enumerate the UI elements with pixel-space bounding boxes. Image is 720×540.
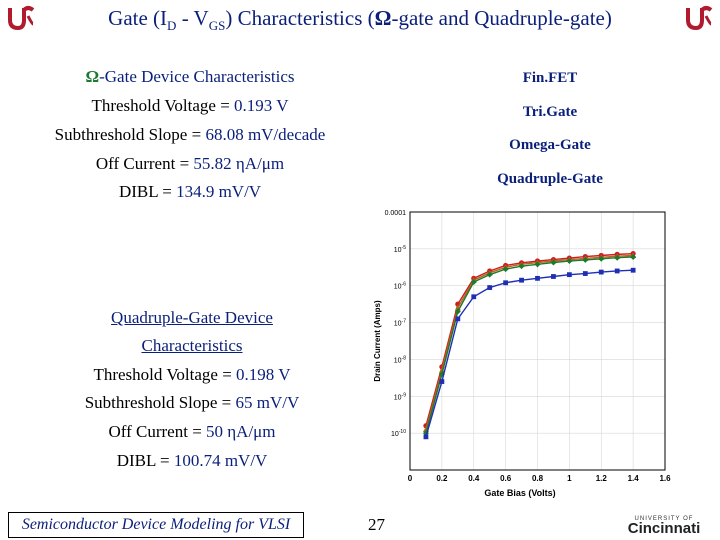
series-line-3	[425, 269, 634, 438]
omega-gate-heading: Ω-Gate Device Characteristics	[85, 67, 295, 86]
omega-dibl: DIBL = 134.9 mV/V	[118, 182, 262, 201]
x-tick-label: 0	[408, 474, 413, 483]
data-point-series-3	[439, 379, 445, 384]
data-point-series-3	[519, 277, 524, 283]
y-tick-label: 10-7	[394, 319, 406, 328]
series-line-1	[425, 254, 634, 430]
data-point-series-2	[598, 255, 605, 262]
x-tick-label: 1	[567, 474, 572, 483]
legend-finfet: Fin.FET	[522, 70, 578, 86]
y-tick-label: 10-9	[394, 392, 406, 401]
university-of-cincinnati-logo: UNIVERSITY OF Cincinnati	[627, 516, 701, 537]
data-point-series-3	[503, 280, 509, 286]
x-tick-label: 0.8	[532, 474, 544, 483]
legend-quadruple-gate: Quadruple-Gate	[497, 171, 603, 187]
x-axis-label: Gate Bias (Volts)	[484, 488, 555, 498]
university-logo-right	[684, 2, 714, 32]
x-tick-label: 1.2	[596, 474, 608, 483]
data-point-series-2	[502, 266, 509, 273]
legend-trigate: Tri.Gate	[522, 104, 578, 120]
y-tick-label: 10-10	[391, 429, 406, 438]
data-point-series-2	[454, 308, 461, 315]
x-tick-label: 1.4	[628, 474, 640, 483]
y-tick-label: 10-5	[394, 245, 406, 254]
page-number: 27	[368, 515, 385, 534]
data-point-series-3	[566, 272, 572, 278]
data-point-series-3	[487, 285, 493, 290]
data-point-series-2	[486, 271, 493, 278]
university-logo-left	[6, 2, 36, 32]
data-point-series-2	[614, 254, 621, 261]
data-point-series-2	[534, 261, 541, 268]
omega-off-current: Off Current = 55.82 ηA/μm	[95, 154, 285, 173]
data-point-series-2	[470, 279, 477, 286]
data-point-series-3	[614, 268, 620, 274]
chart-series	[422, 251, 637, 440]
y-tick-label: 10-8	[394, 355, 406, 364]
x-tick-labels: 0 0.2 0.4 0.6 0.8 1 1.2 1.4 1.6	[408, 474, 671, 483]
page-title: Gate (ID - VGS) Characteristics (Ω-gate …	[108, 6, 612, 34]
quad-gate-heading-line2: Characteristics	[141, 336, 243, 355]
course-title-box: Semiconductor Device Modeling for VLSI	[8, 512, 304, 538]
data-point-series-3	[551, 274, 556, 279]
series-line-0	[425, 252, 634, 426]
data-point-series-1	[438, 367, 445, 373]
series-line-2	[425, 256, 634, 434]
data-point-series-2	[550, 259, 557, 266]
data-point-series-2	[630, 253, 637, 260]
data-point-series-2	[438, 371, 445, 378]
x-tick-label: 1.6	[659, 474, 671, 483]
omega-threshold-voltage: Threshold Voltage = 0.193 V	[91, 96, 289, 115]
x-tick-label: 0.6	[500, 474, 512, 483]
data-point-series-2	[566, 258, 573, 265]
plot-frame	[409, 211, 666, 471]
data-point-series-3	[455, 316, 461, 322]
data-point-series-3	[423, 434, 429, 440]
data-point-series-3	[598, 269, 604, 275]
y-axis-label: Drain Current (Amps)	[373, 300, 382, 382]
legend-omega-gate: Omega-Gate	[509, 137, 591, 153]
data-point-series-3	[582, 271, 588, 276]
quad-gate-heading-line1: Quadruple-Gate Device	[111, 308, 273, 327]
quad-threshold-voltage: Threshold Voltage = 0.198 V	[93, 365, 291, 384]
data-point-series-2	[582, 256, 589, 263]
data-point-series-3	[471, 294, 477, 300]
x-tick-label: 0.4	[468, 474, 480, 483]
data-point-series-2	[518, 263, 525, 270]
quad-off-current: Off Current = 50 ηA/μm	[108, 422, 276, 441]
x-tick-label: 0.2	[436, 474, 448, 483]
omega-subthreshold-slope: Subthreshold Slope = 68.08 mV/decade	[54, 125, 326, 144]
y-tick-label: 0.0001	[385, 210, 407, 217]
quad-dibl: DIBL = 100.74 mV/V	[116, 451, 268, 470]
y-tick-labels: 0.0001 10-5 10-6 10-7 10-8 10-9 10-10	[385, 210, 407, 438]
data-point-series-3	[535, 275, 540, 281]
data-point-series-3	[630, 267, 636, 273]
chart-grid	[409, 211, 666, 470]
quad-subthreshold-slope: Subthreshold Slope = 65 mV/V	[84, 393, 300, 412]
y-tick-label: 10-6	[394, 282, 406, 291]
